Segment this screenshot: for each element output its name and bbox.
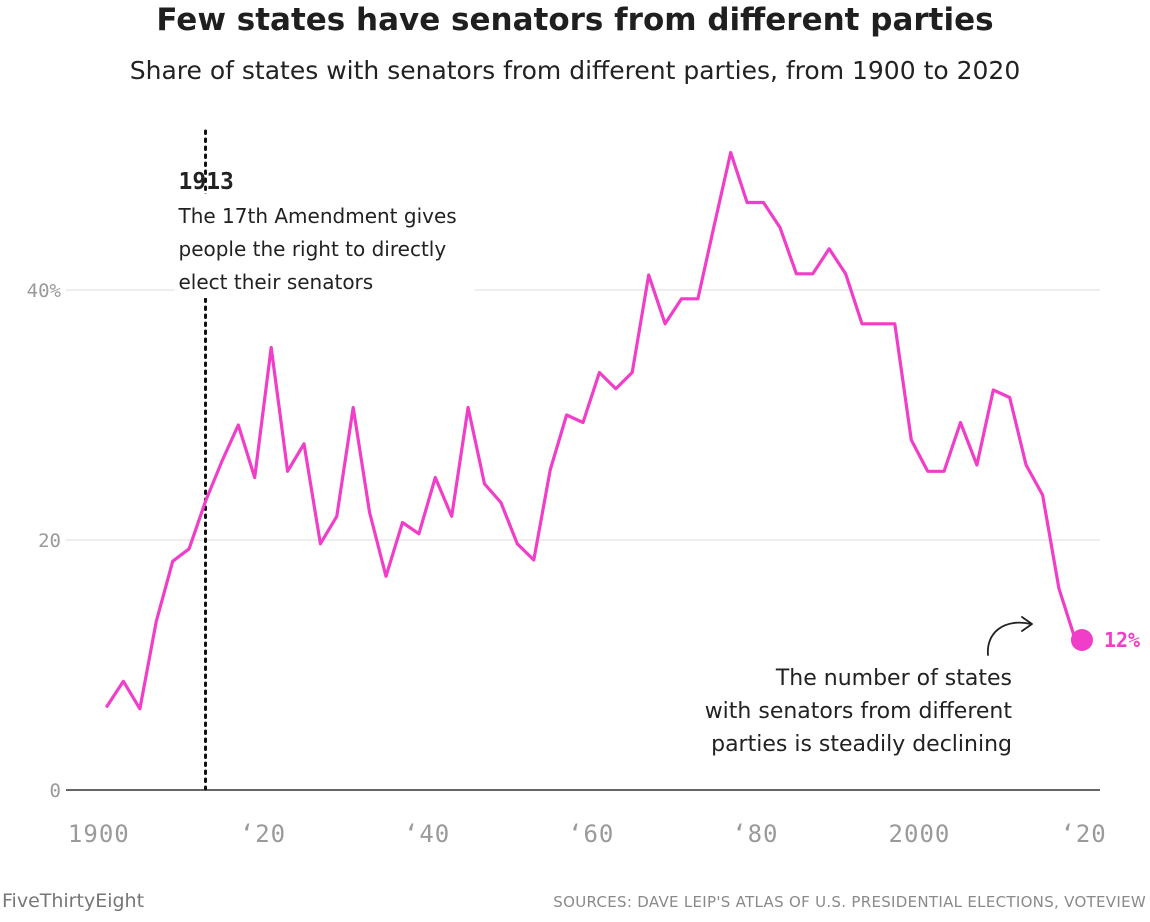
annotation-arrow	[987, 616, 1033, 656]
x-axis-ticks: 1900 ‘20 ‘40 ‘60 ‘80 2000 ‘20	[68, 820, 1106, 848]
x-tick-label: 1900	[68, 820, 130, 848]
series-line	[105, 150, 1077, 711]
annotation-background	[174, 194, 475, 298]
x-tick-label: ‘60	[568, 820, 614, 848]
annotation-year: 1913	[179, 169, 234, 195]
chart-subtitle: Share of states with senators from diffe…	[129, 56, 1021, 85]
amendment-annotation: 1913 The 17th Amendment gives people the…	[174, 169, 475, 298]
x-tick-label: ‘40	[404, 820, 450, 848]
annotation-line: elect their senators	[179, 270, 374, 294]
end-point-marker	[1070, 629, 1093, 651]
x-tick-label: ‘20	[1060, 820, 1106, 848]
annotation-line: people the right to directly	[179, 237, 447, 261]
line-chart: 0 20 40% 1900 ‘20 ‘40 ‘60 ‘80 2000 ‘20 1913 The …	[27, 129, 1140, 848]
chart-title: Few states have senators from different …	[156, 2, 994, 38]
annotation-line: The number of states	[775, 666, 1012, 691]
source-note: SOURCES: DAVE LEIP'S ATLAS OF U.S. PRESI…	[553, 893, 1146, 911]
annotation-line: parties is steadily declining	[711, 732, 1012, 757]
x-tick-label: ‘20	[240, 820, 286, 848]
y-axis-ticks: 0 20 40%	[27, 280, 62, 802]
y-tick-label: 40%	[27, 280, 62, 302]
y-tick-label: 20	[38, 530, 61, 552]
x-tick-label: 2000	[889, 820, 951, 848]
series-layer: 12%	[105, 150, 1140, 711]
y-tick-label: 0	[50, 780, 61, 802]
annotation-line: The 17th Amendment gives	[178, 204, 457, 228]
end-point-label: 12%	[1104, 628, 1140, 652]
annotation-line: with senators from different	[705, 699, 1013, 724]
brand-logo-text: FiveThirtyEight	[2, 890, 145, 912]
x-tick-label: ‘80	[732, 820, 778, 848]
decline-annotation: The number of states with senators from …	[705, 616, 1033, 757]
